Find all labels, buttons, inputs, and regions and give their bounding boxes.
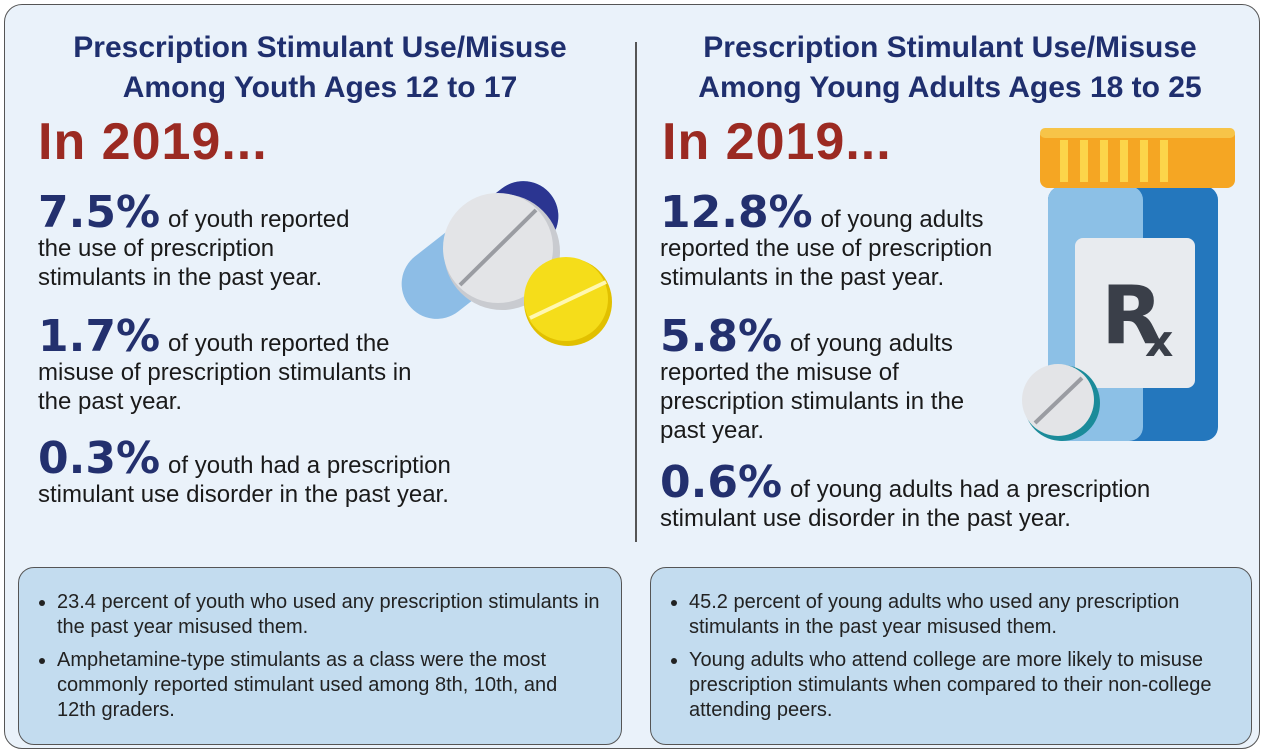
title-line: Among Young Adults Ages 18 to 25 — [650, 68, 1250, 108]
title-line: Prescription Stimulant Use/Misuse — [20, 28, 620, 68]
stat-value: 1.7% — [38, 311, 160, 362]
stat: 1.7%of youth reported the misuse of pres… — [38, 322, 428, 416]
year-heading: In 2019... — [38, 112, 268, 172]
note: 23.4 percent of youth who used any presc… — [57, 590, 601, 640]
right-title: Prescription Stimulant Use/Misuse Among … — [650, 28, 1250, 108]
bottle-illustration: R x — [1020, 128, 1245, 448]
stat: 0.6%of young adults had a prescription s… — [660, 468, 1220, 533]
year-heading: In 2019... — [662, 112, 892, 172]
note: Amphetamine-type stimulants as a class w… — [57, 648, 601, 723]
left-title: Prescription Stimulant Use/Misuse Among … — [20, 28, 620, 108]
note-list: 23.4 percent of youth who used any presc… — [37, 590, 601, 723]
stat-value: 12.8% — [660, 187, 813, 238]
note-box: 45.2 percent of young adults who used an… — [650, 567, 1252, 745]
page: R x Prescription Stimulant Use/Misuse Am… — [0, 0, 1266, 755]
note: Young adults who attend college are more… — [689, 648, 1231, 723]
stat-value: 0.3% — [38, 433, 160, 484]
note: 45.2 percent of young adults who used an… — [689, 590, 1231, 640]
stat-value: 7.5% — [38, 187, 160, 238]
note-list: 45.2 percent of young adults who used an… — [669, 590, 1231, 723]
note-box: 23.4 percent of youth who used any presc… — [18, 567, 622, 745]
title-line: Prescription Stimulant Use/Misuse — [650, 28, 1250, 68]
stat: 12.8%of young adults reported the use of… — [660, 198, 1040, 292]
title-line: Among Youth Ages 12 to 17 — [20, 68, 620, 108]
stat: 5.8%of young adults reported the misuse … — [660, 322, 990, 445]
stat: 0.3%of youth had a prescription stimulan… — [38, 444, 518, 509]
stat-value: 0.6% — [660, 457, 782, 508]
stat-value: 5.8% — [660, 311, 782, 362]
svg-text:x: x — [1145, 316, 1173, 367]
stat: 7.5%of youth reported the use of prescri… — [38, 198, 378, 292]
divider — [635, 42, 637, 542]
